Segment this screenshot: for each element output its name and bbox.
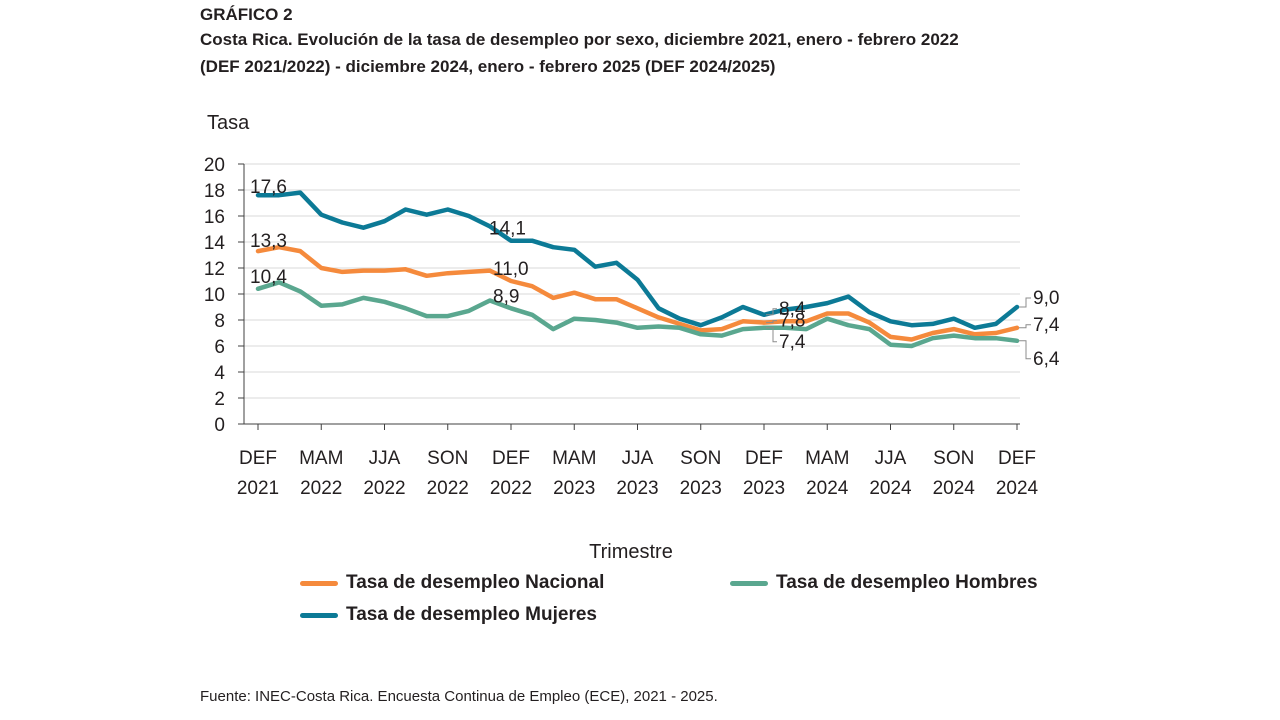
x-tick-label: 2023 [743,478,785,499]
series-line-hombres [255,280,1020,349]
data-labels: 17,613,310,414,111,08,98,47,87,49,07,46,… [250,177,1060,370]
x-tick-label: 2024 [869,478,912,499]
x-axis-label: Trimestre [589,541,673,563]
data-label: 11,0 [493,259,529,280]
x-tick-label: SON [680,448,721,469]
y-tick-label: 0 [214,415,225,436]
y-tick-label: 6 [214,337,225,358]
x-tick-label: 2022 [363,478,405,499]
y-tick-label: 14 [204,233,226,254]
x-tick-label: MAM [552,448,596,469]
y-tick-label: 12 [204,259,225,280]
x-tick-label: 2024 [996,478,1039,499]
x-tick-label: MAM [805,448,849,469]
x-tick-label: 2023 [680,478,722,499]
data-label: 9,0 [1033,288,1059,309]
data-label-leader [766,308,777,316]
legend-swatch-mujeres [300,612,338,618]
x-tick-label: SON [427,448,468,469]
chart-title: Costa Rica. Evolución de la tasa de dese… [200,30,959,76]
data-label-leader [766,327,777,343]
series-line-nacional [255,244,1020,342]
x-tick-label: JJA [622,448,654,469]
x-tick-label: 2024 [806,478,849,499]
legend-label-nacional: Tasa de desempleo Nacional [346,572,605,593]
y-axis-label: Tasa [207,112,250,134]
legend-label-mujeres: Tasa de desempleo Mujeres [346,604,597,625]
y-tick-label: 20 [204,155,225,176]
legend-item-hombres: Tasa de desempleo Hombres [730,572,1038,594]
data-label: 6,4 [1033,349,1060,370]
legend-swatch-hombres [730,580,768,586]
data-label: 13,3 [250,231,287,252]
data-label: 14,1 [489,219,526,240]
data-label: 8,9 [493,286,519,307]
x-tick-label: DEF [745,448,783,469]
data-label: 7,8 [779,311,805,332]
x-tick-label: MAM [299,448,343,469]
figure-number: GRÁFICO 2 [200,5,293,24]
x-tick-label: DEF [998,448,1036,469]
data-label-leader [1019,324,1031,329]
x-tick-label: SON [933,448,974,469]
data-label: 7,4 [1033,315,1060,336]
x-tick-label: DEF [239,448,277,469]
data-label: 10,4 [250,267,287,288]
data-label: 17,6 [250,177,287,198]
y-tick-label: 10 [204,285,225,306]
y-tick-label: 4 [214,363,225,384]
x-tick-label: JJA [369,448,401,469]
x-tick-label: JJA [875,448,907,469]
chart-header: GRÁFICO 2 Costa Rica. Evolución de la ta… [200,4,1100,80]
legend-swatch-nacional [300,580,338,586]
x-tick-label: DEF [492,448,530,469]
x-tick-label: 2024 [933,478,976,499]
x-tick-label: 2023 [553,478,595,499]
gridlines [244,163,1020,399]
legend-label-hombres: Tasa de desempleo Hombres [776,572,1038,593]
x-tick-label: 2022 [490,478,532,499]
data-label-leader [1019,297,1031,308]
legend-item-nacional: Tasa de desempleo Nacional [300,572,604,594]
y-tick-label: 16 [204,207,225,228]
data-label-leader [1019,340,1031,360]
x-tick-label: 2022 [427,478,469,499]
series-line-mujeres [255,190,1020,331]
y-tick-label: 18 [204,181,225,202]
axes: 0 2 4 6 8 10 12 14 16 18 20 DEF 2021 MAM 2022 JJA 2022 SO… [204,155,1039,499]
y-tick-label: 2 [214,389,225,410]
data-label: 7,4 [779,332,806,353]
y-tick-label: 8 [214,311,225,332]
x-tick-label: 2023 [616,478,658,499]
data-label-leader [766,320,777,324]
legend-item-mujeres: Tasa de desempleo Mujeres [300,604,597,626]
x-tick-label: 2021 [237,478,279,499]
source-note: Fuente: INEC-Costa Rica. Encuesta Contin… [200,688,718,705]
x-tick-label: 2022 [300,478,342,499]
data-label: 8,4 [779,299,806,320]
series-lines [255,190,1020,349]
